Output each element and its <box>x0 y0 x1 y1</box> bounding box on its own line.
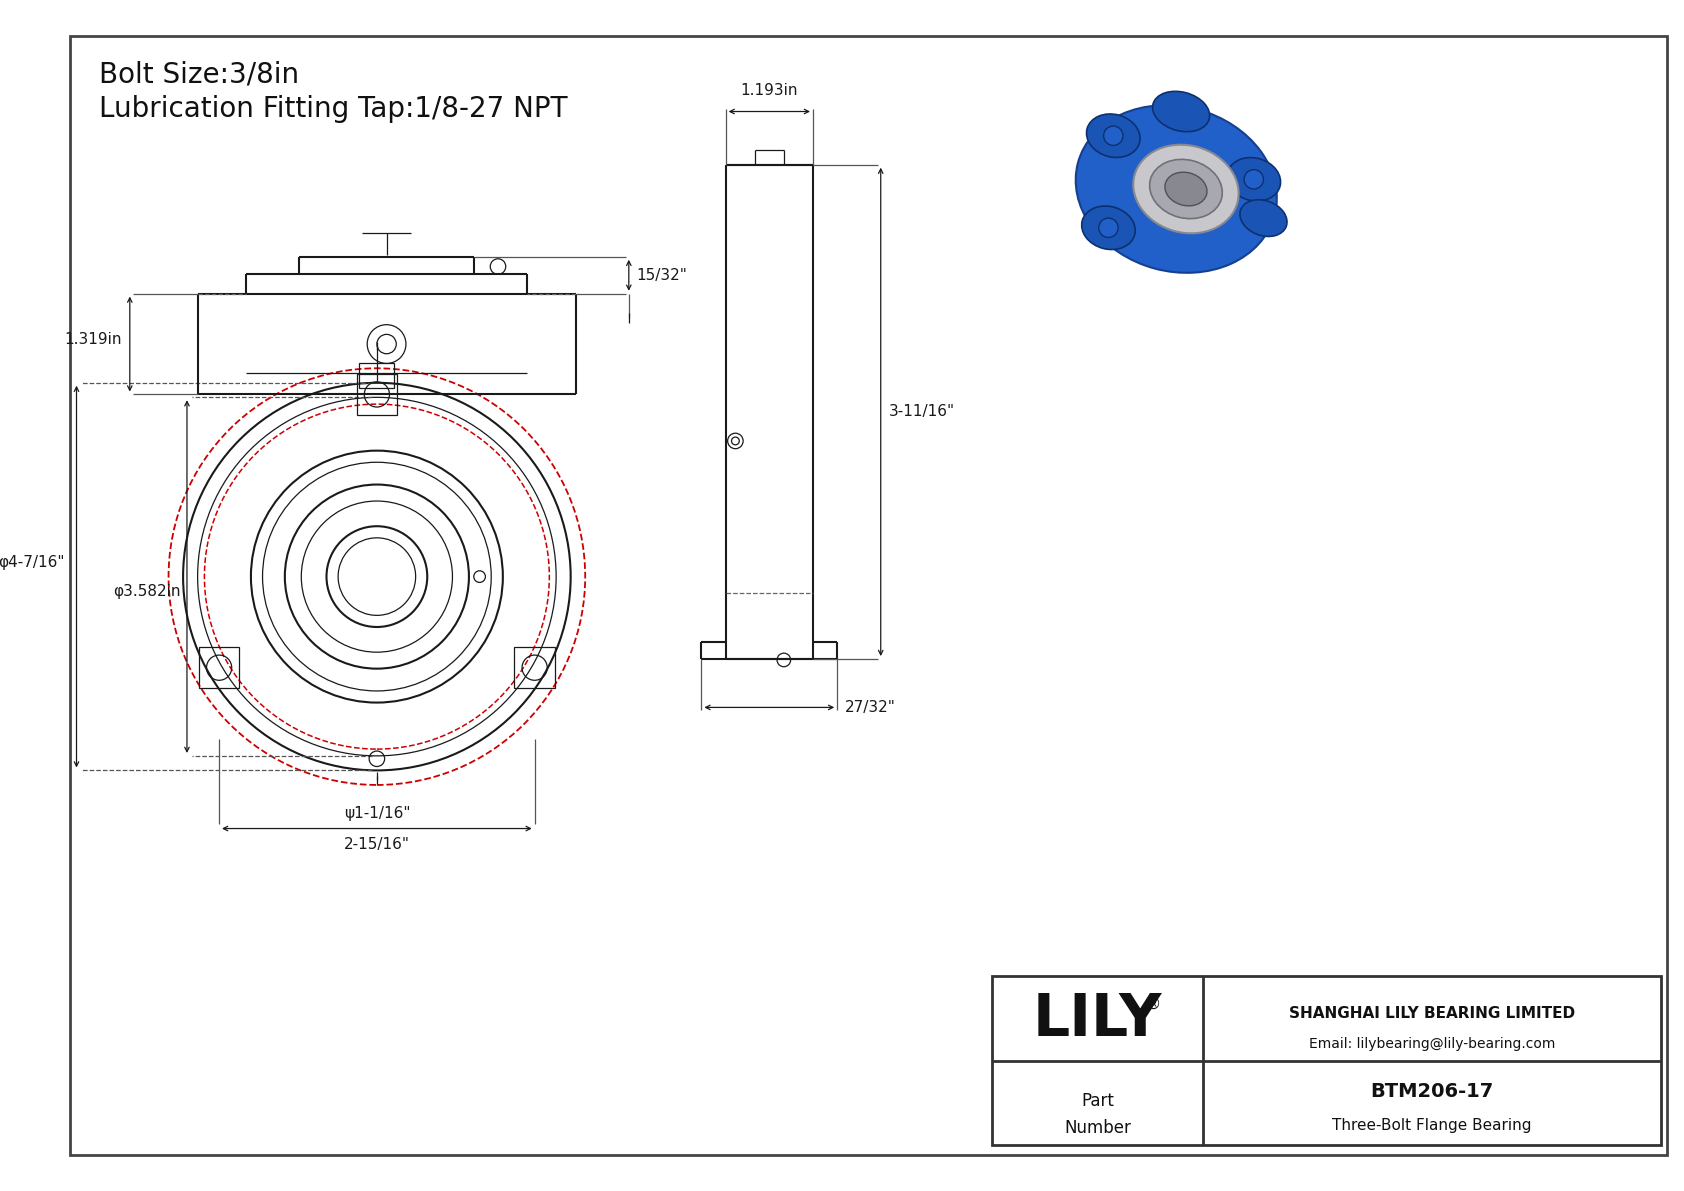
Text: Three-Bolt Flange Bearing: Three-Bolt Flange Bearing <box>1332 1117 1531 1133</box>
Text: Lubrication Fitting Tap:1/8-27 NPT: Lubrication Fitting Tap:1/8-27 NPT <box>99 95 568 123</box>
Text: 2-15/16": 2-15/16" <box>344 836 409 852</box>
Text: 3-11/16": 3-11/16" <box>889 405 955 419</box>
Bar <box>514 648 556 688</box>
Bar <box>357 374 397 414</box>
Text: ®: ® <box>1147 997 1162 1012</box>
Text: BTM206-17: BTM206-17 <box>1371 1081 1494 1100</box>
Ellipse shape <box>1152 92 1209 132</box>
Bar <box>199 648 239 688</box>
Ellipse shape <box>1228 157 1280 201</box>
Ellipse shape <box>1165 173 1207 206</box>
Text: 1.193in: 1.193in <box>741 83 798 98</box>
Circle shape <box>1244 169 1263 189</box>
Ellipse shape <box>1086 114 1140 157</box>
Ellipse shape <box>1076 105 1276 273</box>
Text: φ4-7/16": φ4-7/16" <box>0 555 66 569</box>
Ellipse shape <box>1150 160 1223 219</box>
Bar <box>359 363 394 387</box>
Ellipse shape <box>1081 206 1135 250</box>
Circle shape <box>1098 218 1118 237</box>
Text: 15/32": 15/32" <box>637 268 687 282</box>
Text: Email: lilybearing@lily-bearing.com: Email: lilybearing@lily-bearing.com <box>1308 1036 1554 1050</box>
Ellipse shape <box>1133 144 1239 233</box>
Text: SHANGHAI LILY BEARING LIMITED: SHANGHAI LILY BEARING LIMITED <box>1288 1005 1575 1021</box>
Text: Part: Part <box>1081 1092 1113 1110</box>
Text: ψ1-1/16": ψ1-1/16" <box>344 805 411 821</box>
Text: 1.319in: 1.319in <box>64 332 121 347</box>
Bar <box>992 975 1660 1146</box>
Text: Number: Number <box>1064 1120 1132 1137</box>
Text: 27/32": 27/32" <box>845 700 896 715</box>
Text: φ3.582in: φ3.582in <box>113 584 180 599</box>
Text: Bolt Size:3/8in: Bolt Size:3/8in <box>99 61 300 88</box>
Circle shape <box>1103 126 1123 145</box>
Text: LILY: LILY <box>1032 991 1162 1048</box>
Ellipse shape <box>1239 200 1287 237</box>
